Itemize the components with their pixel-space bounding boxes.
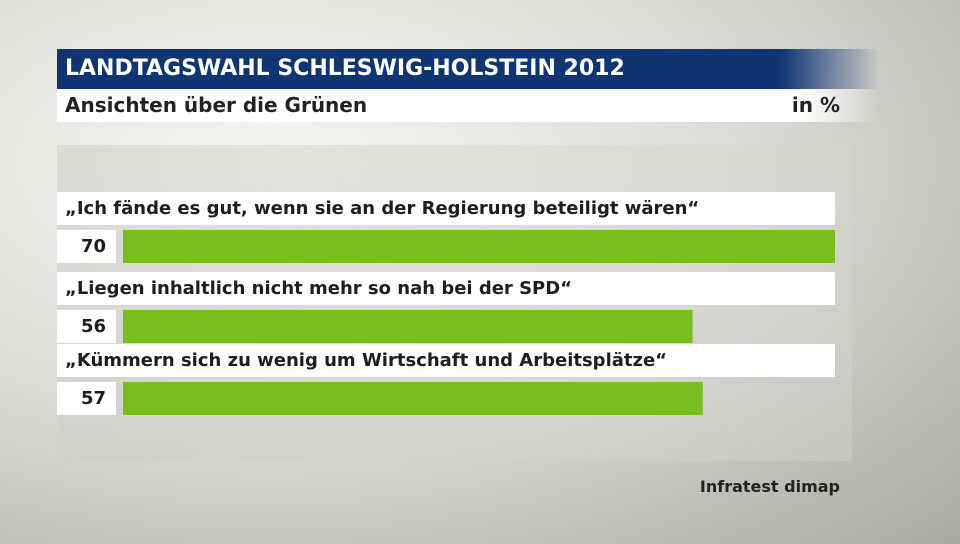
unit-label: in % — [791, 93, 840, 117]
category-label: „Ich fände es gut, wenn sie an der Regie… — [57, 192, 835, 225]
value-label: 57 — [57, 382, 116, 415]
value-label: 70 — [57, 230, 116, 263]
bar-track — [123, 310, 693, 343]
chart-subtitle: Ansichten über die Grünen — [65, 93, 368, 117]
bar — [123, 310, 693, 343]
source-label: Infratest dimap — [699, 477, 840, 496]
bar-item: „Kümmern sich zu wenig um Wirtschaft und… — [57, 344, 835, 416]
subtitle-bar: Ansichten über die Grünen in % — [57, 89, 880, 122]
chart-title: LANDTAGSWAHL SCHLESWIG-HOLSTEIN 2012 — [57, 49, 880, 89]
bar-item: „Ich fände es gut, wenn sie an der Regie… — [57, 192, 835, 264]
bar-chart: „Ich fände es gut, wenn sie an der Regie… — [57, 192, 835, 422]
value-label: 56 — [57, 310, 116, 343]
bar — [123, 382, 703, 415]
bar — [123, 230, 835, 263]
category-label: „Liegen inhaltlich nicht mehr so nah bei… — [57, 272, 835, 305]
bar-track — [123, 382, 703, 415]
bar-track — [123, 230, 835, 263]
bar-item: „Liegen inhaltlich nicht mehr so nah bei… — [57, 272, 835, 344]
category-label: „Kümmern sich zu wenig um Wirtschaft und… — [57, 344, 835, 377]
